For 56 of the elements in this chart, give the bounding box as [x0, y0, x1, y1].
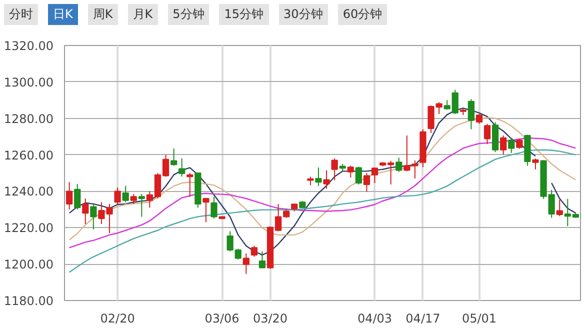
y-tick-label: 1260.00 — [4, 148, 54, 162]
candlestick — [355, 166, 362, 185]
candlestick — [178, 158, 186, 178]
candlestick — [331, 158, 338, 181]
text: 日K — [48, 4, 78, 26]
text: 30分钟 — [278, 4, 328, 26]
x-tick-label: 03/06 — [204, 312, 240, 326]
text: 周K — [88, 4, 118, 26]
candlestick — [122, 185, 129, 203]
candlestick — [484, 123, 491, 145]
candlestick — [242, 253, 250, 274]
candlestick — [371, 167, 378, 184]
candlestick — [114, 187, 121, 204]
candlestick — [516, 138, 523, 150]
text: 5分钟 — [168, 4, 210, 26]
x-tick-label: 04/03 — [357, 312, 392, 326]
y-tick-label: 1200.00 — [4, 258, 54, 272]
candlestick — [315, 167, 322, 187]
y-tick-label: 1320.00 — [4, 39, 54, 53]
candlestick — [258, 250, 266, 269]
candlestick — [396, 157, 402, 172]
candlestick — [138, 193, 145, 218]
y-tick-label: 1280.00 — [4, 112, 54, 126]
candlestick — [508, 137, 515, 154]
candlestick — [202, 198, 210, 223]
candlestick — [186, 172, 194, 198]
x-tick-label: 05/01 — [462, 312, 497, 326]
y-tick-label: 1240.00 — [4, 184, 54, 199]
line-series — [68, 137, 576, 248]
candlestick — [347, 165, 354, 178]
text: 分时 — [4, 4, 38, 26]
candlestick — [468, 98, 475, 130]
line-series — [68, 149, 576, 273]
candlestick — [363, 172, 370, 192]
candlestick — [250, 245, 258, 258]
candlestick — [82, 198, 89, 224]
candlestick — [130, 193, 137, 204]
candlestick — [532, 158, 539, 170]
text: 月K — [128, 4, 158, 26]
candlestick — [170, 148, 178, 166]
candlestick — [476, 113, 483, 124]
y-tick-label: 1220.00 — [4, 221, 54, 236]
y-tick-label: 1300.00 — [4, 75, 54, 90]
candlestick — [323, 170, 330, 190]
candlestick — [74, 183, 81, 210]
y-tick-label: 1180.00 — [4, 294, 54, 308]
candlestick — [500, 134, 507, 156]
candlestick — [210, 196, 218, 220]
x-tick-label: 02/20 — [100, 312, 135, 326]
x-tick-label: 04/17 — [406, 312, 440, 326]
text: 15分钟 — [219, 4, 269, 26]
candlestick — [66, 182, 73, 210]
x-tick-label: 03/20 — [252, 312, 288, 326]
candlestick — [90, 203, 97, 230]
candlestick — [556, 199, 563, 217]
text: 60分钟 — [338, 4, 388, 26]
